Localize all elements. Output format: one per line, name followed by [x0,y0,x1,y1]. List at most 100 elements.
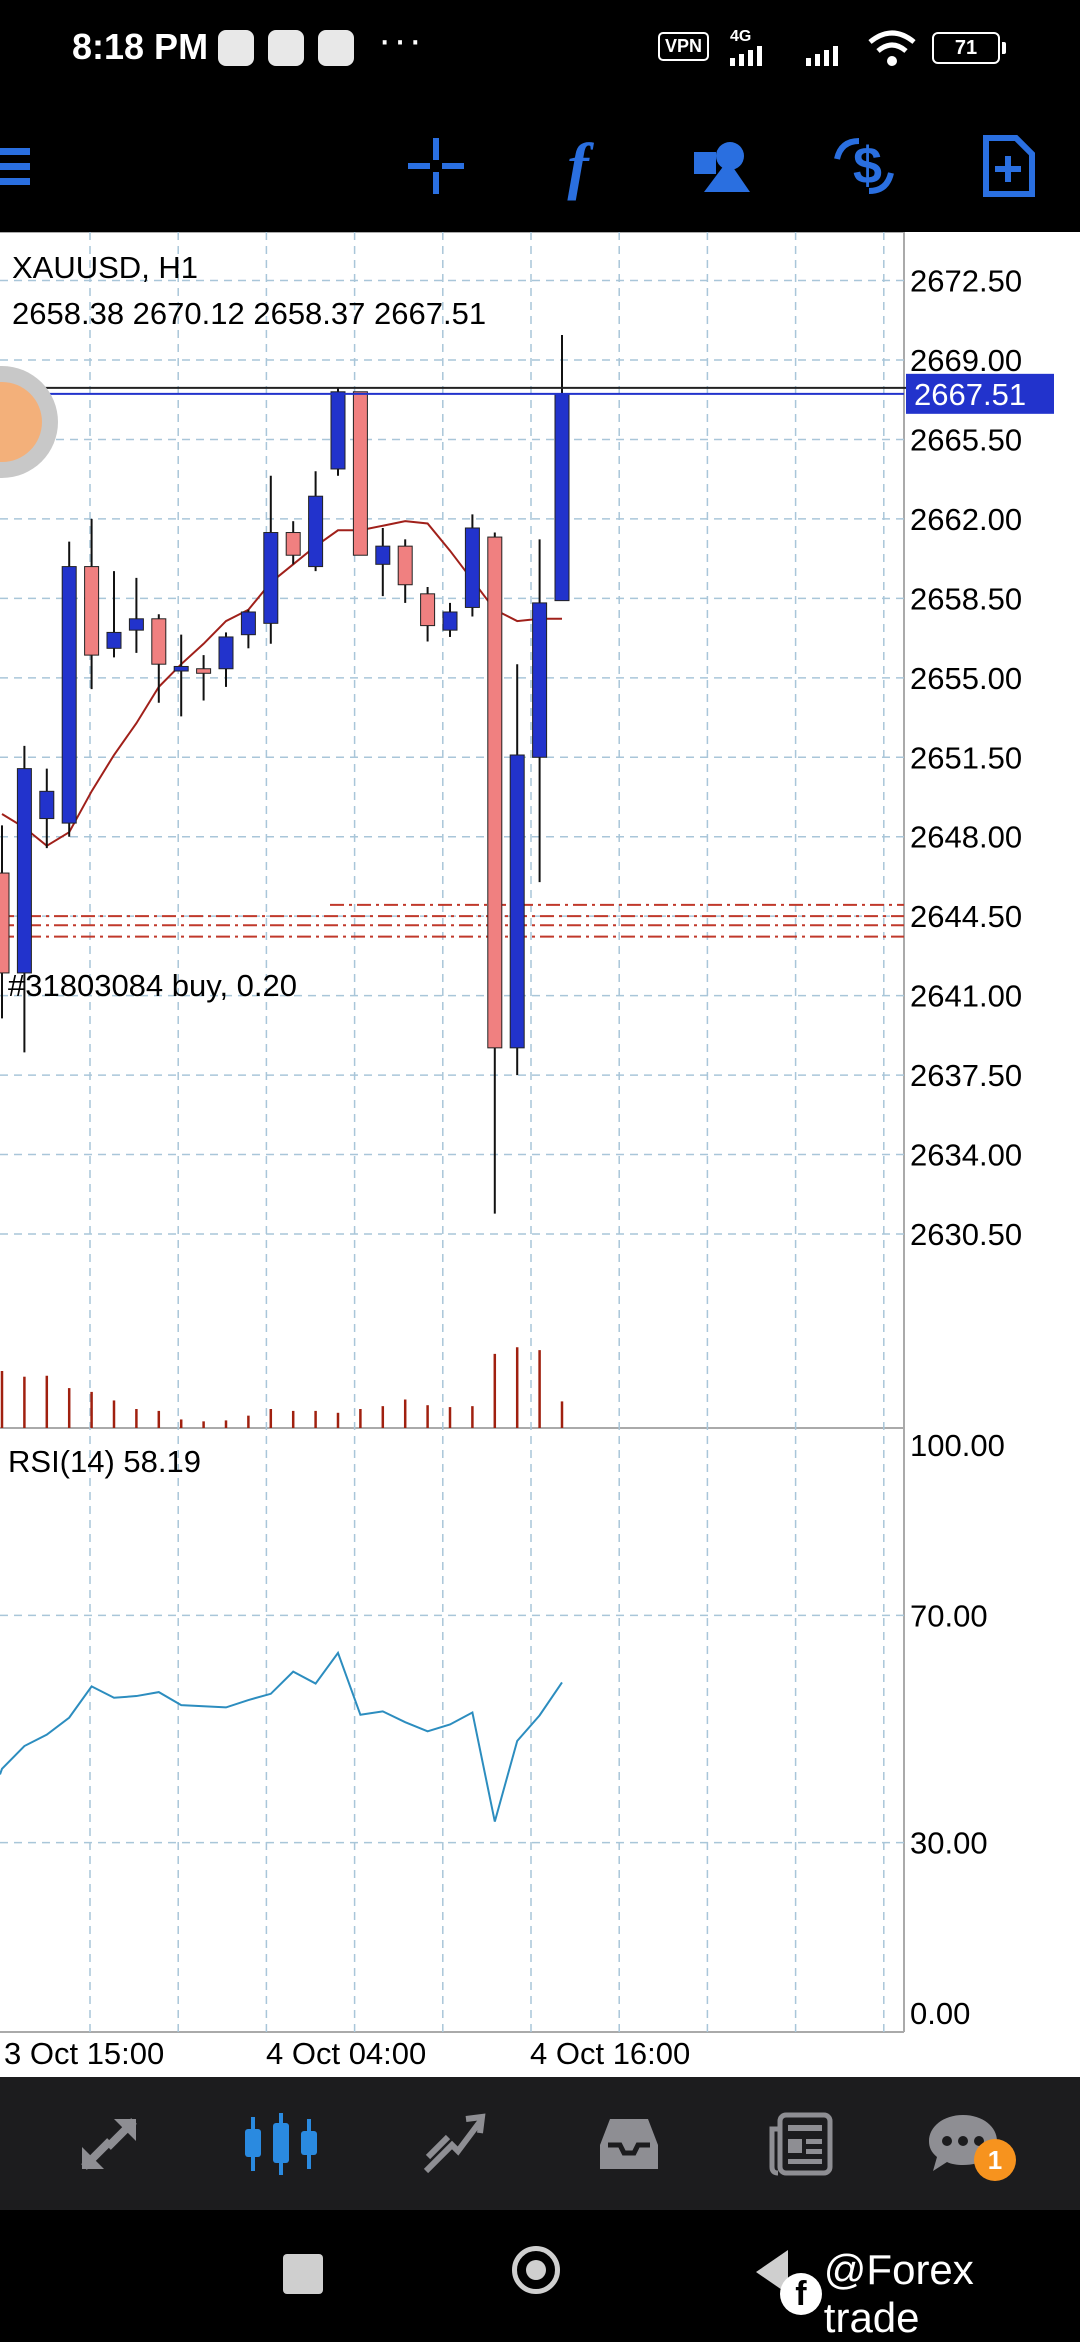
price-chart[interactable]: 2667.51 2672.50 2669.00 2665.50 2662.00 2658… [0,232,1080,2077]
bear-candle [151,618,167,665]
order-label[interactable]: #31803084 buy, 0.20 [8,968,297,1003]
chart-area[interactable]: 2667.51 2672.50 2669.00 2665.50 2662.00 2658… [0,232,1080,2077]
current-price-tag [906,373,1054,414]
time-axis-label: 3 Oct 15:00 [4,2036,164,2071]
nav-news[interactable] [756,2101,846,2187]
battery-indicator: 71 [932,32,1006,64]
bull-candle [509,754,525,1049]
bull-candle [442,611,458,631]
bull-candle [308,495,324,568]
bottom-navigation: 1 [0,2077,1080,2210]
more-notifications-icon: ··· [378,18,424,62]
symbols-icon: $ [834,137,894,195]
status-bar: 8:18 PM ··· VPN 4G 71 [0,0,1080,96]
price-tick-label: 2641.00 [910,979,1022,1014]
unread-badge: 1 [974,2139,1016,2181]
bull-candle [464,527,480,608]
bear-candle [397,545,413,586]
bull-candle [128,618,144,631]
ohlc-label: 2658.38 2670.12 2658.37 2667.51 [12,296,486,331]
vpn-icon: VPN [658,32,710,61]
price-tick-label: 2637.50 [910,1058,1022,1093]
price-tick-label: 2669.00 [910,343,1022,378]
bull-candle [173,665,189,672]
bull-candle [554,393,570,602]
one-click-trade-icon [0,382,42,462]
bear-candle [487,536,503,1049]
new-order-button[interactable] [968,126,1048,206]
bear-candle [285,532,301,556]
symbol-label: XAUUSD, H1 [12,250,198,285]
status-time: 8:18 PM [72,26,209,67]
bull-candle [39,790,55,820]
signal-icon [730,46,838,66]
price-tick-label: 2665.50 [910,422,1022,457]
recents-button[interactable] [283,2254,323,2294]
bull-candle [375,545,391,565]
facebook-icon: f [780,2273,822,2315]
rsi-label: RSI(14) 58.19 [8,1444,201,1479]
bull-candle [532,602,548,758]
watermark: f @Forex trade [780,2246,1080,2342]
bull-candle [61,566,77,824]
price-tick-label: 2662.00 [910,502,1022,537]
news-icon [769,2112,833,2176]
bull-candle [218,636,234,670]
bear-candle [196,668,212,674]
price-tick-label: 2644.50 [910,899,1022,934]
trade-icon [423,2113,486,2174]
crosshair-icon [408,138,464,194]
crosshair-button[interactable] [396,126,476,206]
new-order-icon [983,135,1035,197]
bull-candle [330,391,346,470]
chart-toolbar: f $ [0,96,1080,232]
candlestick-chart-icon [245,2113,317,2175]
rsi-tick-label: 70.00 [910,1598,988,1633]
bear-candle [84,566,100,656]
menu-icon [0,148,30,185]
current-price-value: 2667.51 [914,377,1026,412]
price-tick-label: 2634.00 [910,1138,1022,1173]
rsi-tick-label: 30.00 [910,1826,988,1861]
network-type: 4G [730,28,752,45]
nav-quotes[interactable] [64,2101,154,2187]
menu-button[interactable] [0,126,50,206]
objects-button[interactable] [682,126,762,206]
bull-candle [106,631,122,649]
rsi-tick-label: 0.00 [910,1996,970,2031]
bull-candle [263,532,279,624]
home-button[interactable] [512,2246,560,2294]
price-tick-label: 2672.50 [910,264,1022,299]
bear-candle [420,593,436,627]
rsi-tick-label: 100.00 [910,1428,1005,1463]
telegram-notification-icon [218,30,254,66]
nav-trade[interactable] [408,2101,498,2187]
indicators-button[interactable]: f [538,126,618,206]
bear-candle [352,391,368,556]
chat-notification-icon [268,30,304,66]
quotes-icon [81,2118,137,2170]
price-tick-label: 2655.00 [910,661,1022,696]
system-navigation-bar [0,2210,1080,2340]
svg-text:$: $ [853,137,882,195]
history-inbox-icon [600,2119,658,2169]
nav-messages[interactable]: 1 [908,2101,1018,2187]
price-tick-label: 2651.50 [910,740,1022,775]
symbols-button[interactable]: $ [824,126,904,206]
bull-candle [16,768,32,974]
bear-candle [0,872,10,974]
time-axis-label: 4 Oct 16:00 [530,2036,690,2071]
rsi-line [0,1650,563,1822]
nav-history[interactable] [584,2101,674,2187]
price-tick-label: 2630.50 [910,1217,1022,1252]
indicators-icon: f [567,130,589,201]
objects-icon [694,142,750,192]
nav-chart[interactable] [236,2101,326,2187]
time-axis-label: 4 Oct 04:00 [266,2036,426,2071]
price-tick-label: 2648.00 [910,820,1022,855]
telegram-notification-icon [318,30,354,66]
price-tick-label: 2658.50 [910,581,1022,616]
bull-candle [240,611,256,636]
wifi-icon [868,30,916,66]
home-dot-icon [526,2260,546,2280]
